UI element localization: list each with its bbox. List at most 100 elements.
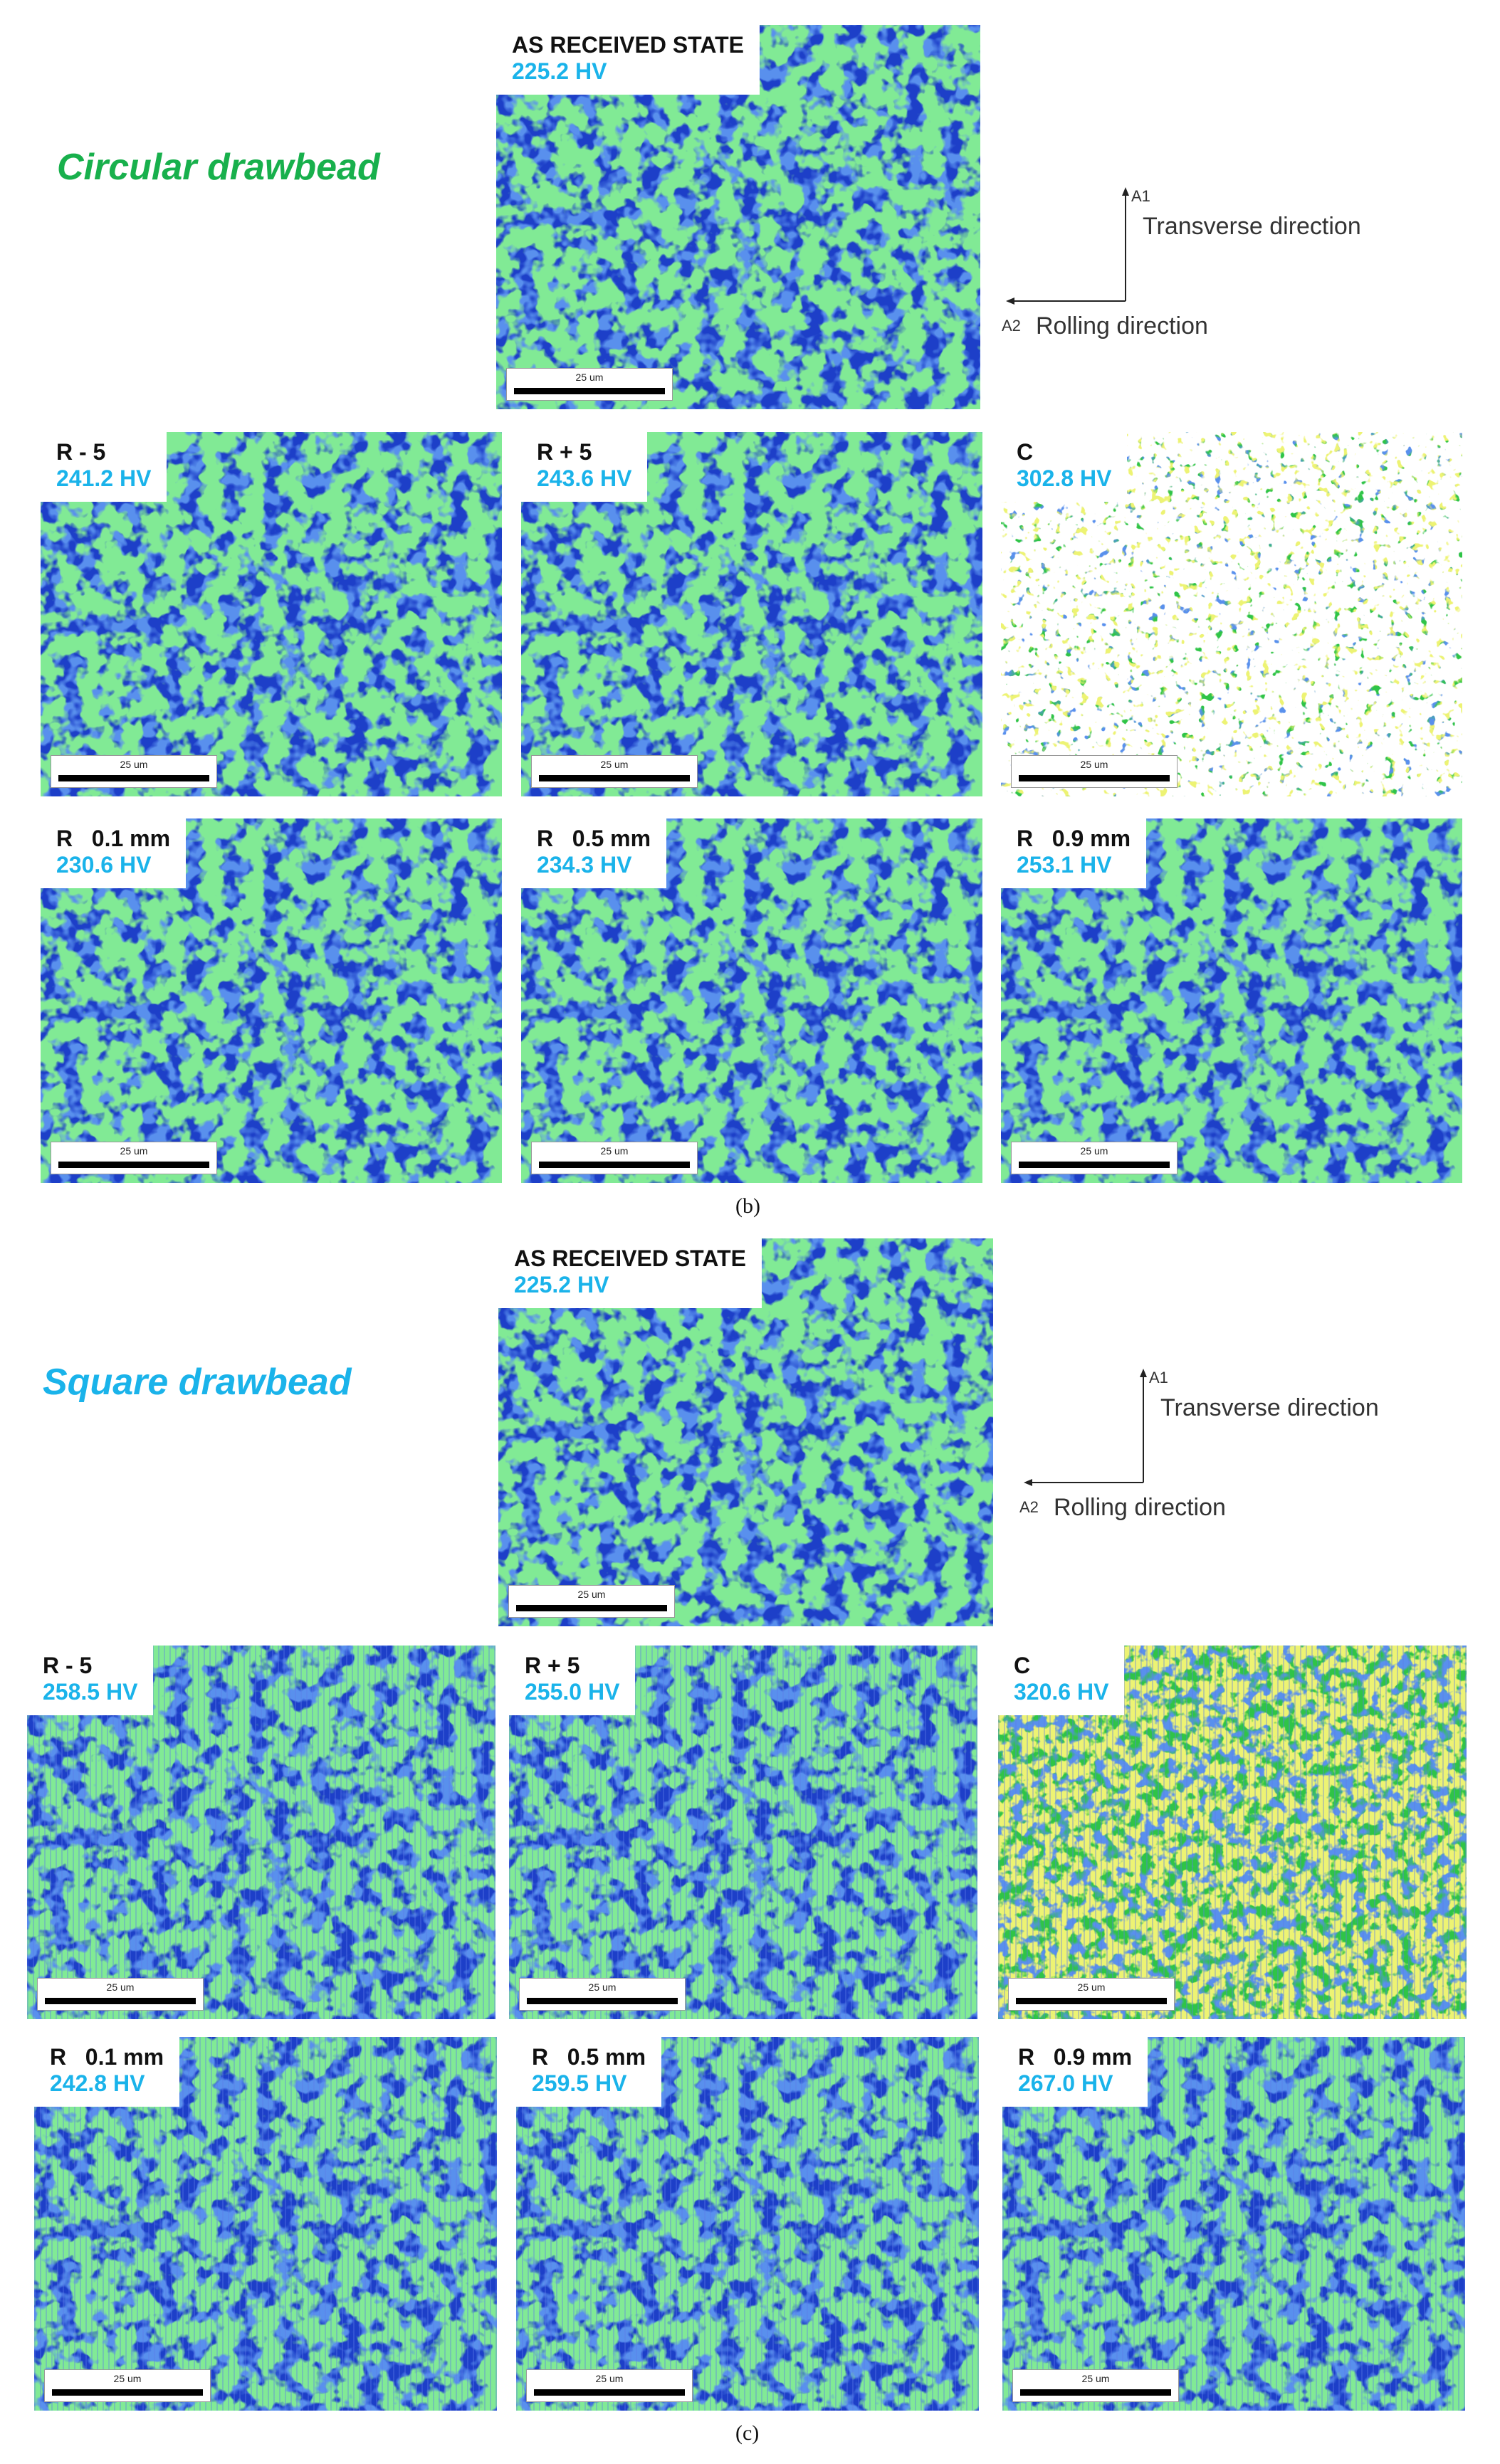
panel-label: R 0.9 mm 267.0 HV [1002, 2037, 1148, 2107]
scale-bar-line [52, 2389, 203, 2396]
hardness-value: 258.5 HV [43, 1678, 138, 1705]
scale-bar-label: 25 um [120, 759, 148, 770]
scale-bar: 25 um [1011, 755, 1178, 788]
scale-bar: 25 um [519, 1978, 686, 2011]
hardness-value: 242.8 HV [50, 2070, 145, 2096]
scale-bar: 25 um [531, 755, 698, 788]
ebsd-map-r-0-1mm: R 0.1 mm 230.6 HV 25 um [41, 818, 502, 1183]
panel-label: R + 5 243.6 HV [521, 432, 648, 502]
rolling-direction-label: Rolling direction [1054, 1494, 1226, 1521]
scale-bar: 25 um [1011, 1142, 1178, 1174]
panel-name: R + 5 [525, 1653, 580, 1678]
ebsd-map-r-minus-5: R - 5 258.5 HV 25 um [27, 1646, 495, 2019]
ebsd-map-r-0-5mm: R 0.5 mm 259.5 HV 25 um [516, 2037, 979, 2411]
direction-axes: A1 Transverse direction A2 Rolling direc… [1000, 181, 1399, 339]
scale-bar-label: 25 um [575, 372, 604, 383]
scale-bar-line [1019, 775, 1170, 781]
ebsd-map-c: C 302.8 HV 25 um [1001, 432, 1462, 796]
figure-caption-c: (c) [735, 2421, 760, 2445]
scale-bar-label: 25 um [595, 2373, 624, 2384]
scale-bar-line [539, 775, 690, 781]
scale-bar-label: 25 um [600, 1145, 629, 1157]
panel-label: R + 5 255.0 HV [509, 1646, 636, 1715]
panel-name: C [1014, 1653, 1031, 1678]
panel-name: R 0.5 mm [537, 826, 651, 851]
panel-label: AS RECEIVED STATE 225.2 HV [496, 25, 760, 95]
panel-name: AS RECEIVED STATE [514, 1246, 746, 1271]
scale-bar: 25 um [526, 2369, 693, 2402]
hardness-value: 225.2 HV [514, 1271, 609, 1297]
scale-bar-line [514, 388, 665, 394]
panel-name: R + 5 [537, 439, 592, 465]
panel-label: R - 5 258.5 HV [27, 1646, 154, 1715]
scale-bar-line [516, 1605, 667, 1611]
hardness-value: 267.0 HV [1018, 2070, 1113, 2096]
hardness-value: 253.1 HV [1017, 851, 1112, 878]
scale-bar-label: 25 um [588, 1981, 617, 1993]
direction-arrows [1006, 187, 1129, 305]
scale-bar-label: 25 um [600, 759, 629, 770]
panel-label: C 320.6 HV [998, 1646, 1125, 1715]
scale-bar-label: 25 um [577, 1589, 606, 1600]
section-title-square: Square drawbead [43, 1362, 352, 1403]
panel-name: R 0.5 mm [532, 2044, 646, 2070]
panel-label: R 0.1 mm 242.8 HV [34, 2037, 180, 2107]
scale-bar: 25 um [531, 1142, 698, 1174]
panel-label: R 0.9 mm 253.1 HV [1001, 818, 1147, 888]
panel-name: R - 5 [43, 1653, 93, 1678]
ebsd-map-r-plus-5: R + 5 255.0 HV 25 um [509, 1646, 977, 2019]
panel-label: R 0.5 mm 234.3 HV [521, 818, 667, 888]
panel-name: R 0.1 mm [50, 2044, 164, 2070]
scale-bar: 25 um [508, 1585, 675, 1618]
scale-bar-line [1016, 1998, 1167, 2004]
scale-bar-label: 25 um [113, 2373, 142, 2384]
scale-bar: 25 um [1008, 1978, 1175, 2011]
ebsd-map-as-received: AS RECEIVED STATE 225.2 HV 25 um [496, 25, 980, 409]
ebsd-map-r-0-1mm: R 0.1 mm 242.8 HV 25 um [34, 2037, 497, 2411]
direction-axes: A1 Transverse direction A2 Rolling direc… [1018, 1363, 1417, 1521]
ebsd-map-c: C 320.6 HV 25 um [998, 1646, 1467, 2019]
panel-name: R - 5 [56, 439, 106, 465]
panel-label: R 0.5 mm 259.5 HV [516, 2037, 662, 2107]
direction-arrows [1024, 1369, 1147, 1486]
hardness-value: 241.2 HV [56, 465, 152, 491]
transverse-direction-label: Transverse direction [1160, 1394, 1379, 1421]
figure-caption-b: (b) [735, 1194, 760, 1218]
hardness-value: 225.2 HV [512, 58, 607, 84]
ebsd-map-r-0-9mm: R 0.9 mm 267.0 HV 25 um [1002, 2037, 1465, 2411]
hardness-value: 255.0 HV [525, 1678, 620, 1705]
ebsd-map-r-0-5mm: R 0.5 mm 234.3 HV 25 um [521, 818, 982, 1183]
scale-bar: 25 um [506, 368, 673, 401]
hardness-value: 320.6 HV [1014, 1678, 1109, 1705]
panel-name: R 0.9 mm [1017, 826, 1131, 851]
panel-label: R - 5 241.2 HV [41, 432, 167, 502]
scale-bar-line [527, 1998, 678, 2004]
ebsd-map-r-plus-5: R + 5 243.6 HV 25 um [521, 432, 982, 796]
panel-label: C 302.8 HV [1001, 432, 1128, 502]
ebsd-map-as-received: AS RECEIVED STATE 225.2 HV 25 um [498, 1238, 993, 1626]
hardness-value: 234.3 HV [537, 851, 632, 878]
scale-bar: 25 um [1012, 2369, 1179, 2402]
scale-bar: 25 um [37, 1978, 204, 2011]
panel-label: R 0.1 mm 230.6 HV [41, 818, 187, 888]
ebsd-map-r-0-9mm: R 0.9 mm 253.1 HV 25 um [1001, 818, 1462, 1183]
axis-a2-label: A2 [1002, 317, 1021, 335]
ebsd-map-r-minus-5: R - 5 241.2 HV 25 um [41, 432, 502, 796]
scale-bar-line [534, 2389, 685, 2396]
hardness-value: 243.6 HV [537, 465, 632, 491]
axis-a1-label: A1 [1131, 187, 1150, 205]
scale-bar-line [45, 1998, 196, 2004]
panel-label: AS RECEIVED STATE 225.2 HV [498, 1238, 762, 1308]
scale-bar-line [1019, 1162, 1170, 1168]
scale-bar-label: 25 um [120, 1145, 148, 1157]
axis-a1-label: A1 [1149, 1369, 1168, 1386]
hardness-value: 230.6 HV [56, 851, 152, 878]
panel-name: AS RECEIVED STATE [512, 32, 744, 58]
scale-bar-line [1020, 2389, 1171, 2396]
scale-bar-line [58, 1162, 209, 1168]
scale-bar-line [58, 775, 209, 781]
panel-name: C [1017, 439, 1034, 465]
hardness-value: 302.8 HV [1017, 465, 1112, 491]
section-title-circular: Circular drawbead [57, 147, 380, 188]
scale-bar-label: 25 um [1081, 2373, 1110, 2384]
